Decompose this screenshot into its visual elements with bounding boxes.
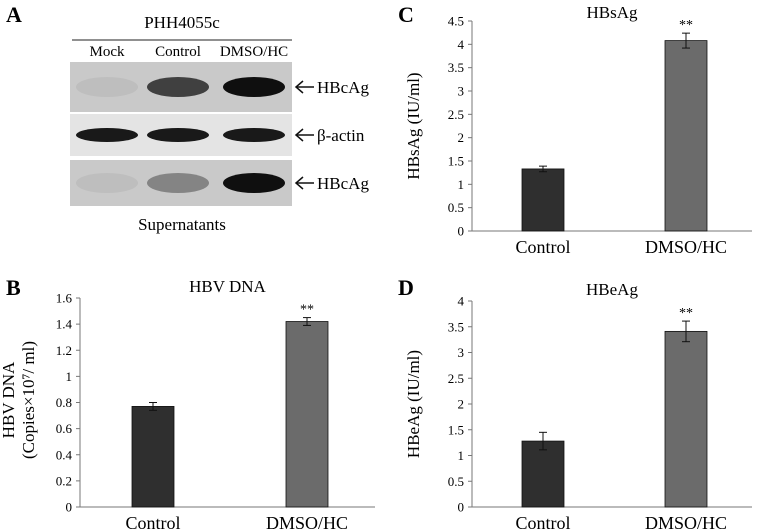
y-tick-label: 2	[458, 130, 465, 145]
category-label: Control	[515, 237, 570, 257]
supernatants-caption: Supernatants	[138, 215, 226, 234]
bar-control	[521, 440, 565, 508]
blot-band	[147, 128, 209, 142]
y-tick-label: 3.5	[448, 319, 464, 334]
y-tick-label: 1	[458, 448, 465, 463]
band-label: HBcAg	[317, 78, 369, 97]
category-label: Control	[125, 513, 180, 531]
y-tick-label: 1	[66, 369, 73, 384]
y-tick-label: 2.5	[448, 371, 464, 386]
bar-control	[521, 168, 565, 232]
blot-band	[223, 128, 285, 142]
bar-control	[131, 406, 175, 508]
y-tick-label: 4	[458, 37, 465, 52]
y-tick-label: 1.6	[56, 291, 73, 306]
y-tick-label: 1.2	[56, 343, 72, 358]
blot-band	[147, 77, 209, 97]
significance-marker: **	[300, 303, 314, 318]
panel-letter: C	[398, 2, 414, 27]
chart-title: HBV DNA	[189, 277, 266, 296]
category-label: DMSO/HC	[645, 237, 727, 257]
category-label: Control	[515, 513, 570, 531]
y-tick-label: 3	[458, 345, 465, 360]
y-axis-title: HBV DNA	[0, 361, 18, 438]
y-tick-label: 4.5	[448, 14, 464, 29]
y-tick-label: 0.6	[56, 421, 73, 436]
panel-c-chart: C HBsAg 0 0.5 1 1.5 2 2.5 3 3.5 4 4.5 HBsAg (IU/ml) C…	[398, 2, 752, 257]
band-arrow-head	[294, 176, 304, 190]
bar-dmso-hc	[664, 330, 708, 508]
band-arrow-head	[294, 80, 304, 94]
band-label: β-actin	[317, 126, 365, 145]
lane-labels: Mock Control DMSO/HC	[90, 44, 289, 60]
blot-band	[223, 77, 285, 97]
band-arrow-head	[294, 128, 304, 142]
panel-letter: D	[398, 275, 414, 300]
y-tick-label: 3.5	[448, 60, 464, 75]
panel-a-letter: A	[6, 2, 22, 27]
blot-band	[223, 173, 285, 193]
y-axis-title: HBsAg (IU/ml)	[404, 72, 423, 179]
y-tick-label: 3	[458, 84, 465, 99]
chart-title: HBsAg	[586, 3, 638, 22]
panel-a-blot: A PHH4055c Mock Control DMSO/HC HBcAg β-act…	[6, 2, 369, 234]
cell-line-label: PHH4055c	[144, 13, 220, 32]
category-label: DMSO/HC	[266, 513, 348, 531]
panel-letter: B	[6, 275, 21, 300]
y-tick-label: 0.8	[56, 395, 72, 410]
category-label: DMSO/HC	[645, 513, 727, 531]
band-label: HBcAg	[317, 174, 369, 193]
blot-band	[76, 77, 138, 97]
blot-band	[147, 173, 209, 193]
y-tick-label: 2	[458, 397, 465, 412]
y-tick-label: 0.2	[56, 473, 72, 488]
significance-marker: **	[679, 18, 693, 33]
y-tick-label: 1.5	[448, 422, 464, 437]
blot-band	[76, 128, 138, 142]
significance-marker: **	[679, 306, 693, 321]
y-tick-label: 1	[458, 177, 465, 192]
y-tick-label: 1.4	[56, 317, 73, 332]
y-axis-title: HBeAg (IU/ml)	[404, 350, 423, 458]
y-tick-label: 4	[458, 294, 465, 309]
bar-dmso-hc	[664, 40, 708, 232]
lane-label: Control	[155, 44, 201, 60]
blot-band	[76, 173, 138, 193]
y-tick-label: 1.5	[448, 154, 464, 169]
y-tick-label: 0	[458, 224, 465, 239]
y-tick-label: 0.5	[448, 474, 464, 489]
y-tick-label: 0.5	[448, 200, 464, 215]
chart-title: HBeAg	[586, 280, 638, 299]
lane-label: Mock	[90, 44, 125, 60]
y-tick-label: 0.4	[56, 447, 73, 462]
y-tick-label: 0	[66, 500, 73, 515]
y-tick-label: 0	[458, 500, 465, 515]
panel-d-chart: D HBeAg 0 0.5 1 1.5 2 2.5 3 3.5 4 HBeAg (IU/ml) Cont…	[398, 275, 752, 531]
bar-dmso-hc	[285, 321, 329, 508]
lane-label: DMSO/HC	[220, 44, 288, 60]
y-tick-label: 2.5	[448, 107, 464, 122]
blot-strips: HBcAg β-actin HBcAg	[70, 62, 369, 206]
y-axis-title: (Copies×10⁷/ ml)	[19, 341, 38, 459]
